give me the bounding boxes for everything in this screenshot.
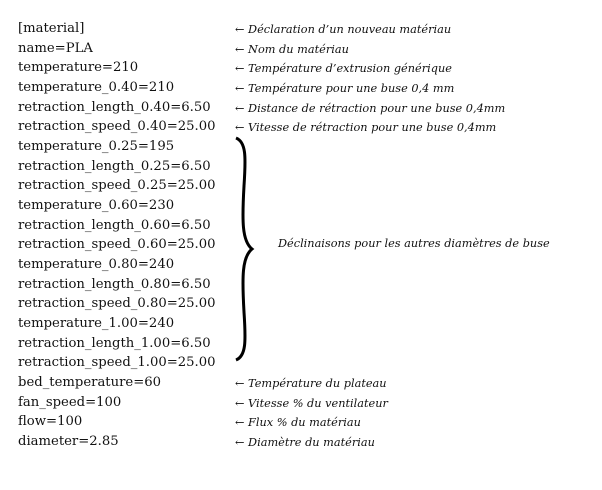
config-line: diameter=2.85: [18, 434, 119, 450]
config-comment: ← Flux % du matériau: [235, 416, 361, 430]
config-line: retraction_speed_0.80=25.00: [18, 296, 216, 312]
config-line: name=PLA: [18, 40, 93, 56]
config-line: retraction_length_0.25=6.50: [18, 158, 211, 174]
curly-brace-icon: [235, 136, 255, 362]
config-comment: ← Température du plateau: [235, 377, 387, 391]
config-comment: ← Température pour une buse 0,4 mm: [235, 82, 455, 95]
config-line: [material]: [18, 21, 85, 36]
config-line: retraction_speed_0.25=25.00: [18, 178, 216, 194]
config-comment: ← Vitesse de rétraction pour une buse 0,…: [235, 121, 497, 135]
config-line: temperature_0.40=210: [18, 80, 175, 95]
config-line: bed_temperature=60: [18, 375, 162, 391]
config-line: temperature_0.25=195: [18, 139, 175, 155]
config-line: temperature_0.80=240: [18, 257, 175, 273]
config-comment: ← Déclaration d’un nouveau matériau: [235, 23, 452, 36]
config-line: retraction_speed_0.40=25.00: [18, 119, 216, 135]
config-line: temperature=210: [18, 60, 139, 76]
nozzle-variants-label: Déclinaisons pour les autres diamètres d…: [278, 237, 550, 250]
config-comment: ← Vitesse % du ventilateur: [235, 396, 388, 410]
config-comment: ← Nom du matériau: [235, 42, 349, 56]
config-line: retraction_length_0.60=6.50: [18, 217, 211, 233]
config-line: temperature_1.00=240: [18, 316, 175, 332]
config-line: retraction_length_0.40=6.50: [18, 99, 211, 115]
config-line: retraction_length_1.00=6.50: [18, 335, 211, 351]
config-line: retraction_length_0.80=6.50: [18, 276, 211, 292]
config-comment: ← Diamètre du matériau: [235, 436, 375, 450]
config-comment: ← Distance de rétraction pour une buse 0…: [235, 101, 506, 115]
config-line: fan_speed=100: [18, 394, 122, 410]
config-comment: ← Température d’extrusion générique: [235, 62, 452, 76]
config-line: retraction_speed_1.00=25.00: [18, 355, 216, 371]
config-line: temperature_0.60=230: [18, 198, 175, 214]
config-line: retraction_speed_0.60=25.00: [18, 237, 216, 253]
config-line: flow=100: [18, 414, 83, 430]
